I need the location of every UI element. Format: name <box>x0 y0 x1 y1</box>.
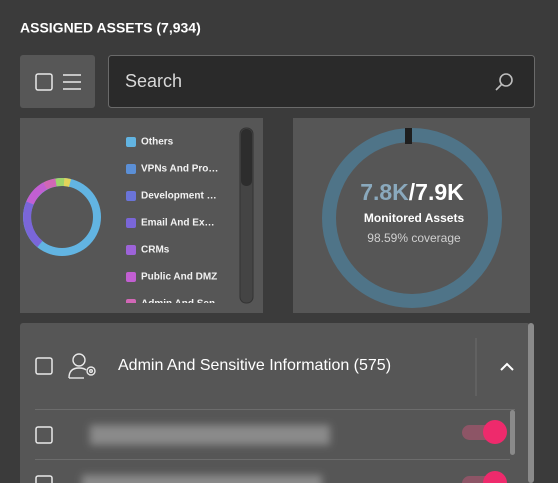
search-icon[interactable] <box>495 73 513 91</box>
legend-swatch <box>126 164 136 174</box>
legend-label: Development … <box>141 191 217 202</box>
legend-swatch <box>126 191 136 201</box>
row-checkbox[interactable] <box>35 426 53 444</box>
legend-label: Email And Ex… <box>141 218 215 229</box>
legend-swatch <box>126 218 136 228</box>
coverage-label: Monitored Assets <box>364 211 465 225</box>
list-scrollbar[interactable] <box>510 410 515 455</box>
legend-label: VPNs And Pro… <box>141 164 218 175</box>
toggle-knob[interactable] <box>483 471 507 483</box>
scrollbar-thumb[interactable] <box>241 129 252 186</box>
coverage-gap <box>405 128 412 144</box>
legend-swatch <box>126 137 136 147</box>
group-icon <box>68 353 96 379</box>
row-checkbox[interactable] <box>35 475 53 483</box>
redacted-text <box>82 475 322 483</box>
card-scrollbar[interactable] <box>528 323 534 483</box>
legend-swatch <box>126 272 136 282</box>
legend-swatch <box>126 299 136 303</box>
coverage-value: 7.8K/7.9K <box>360 179 464 205</box>
panel-title: ASSIGNED ASSETS (7,934) <box>20 20 201 36</box>
legend-label: Others <box>141 137 174 148</box>
legend-label: CRMs <box>141 245 170 256</box>
search-placeholder: Search <box>125 71 182 91</box>
legend-swatch <box>126 245 136 255</box>
search-box[interactable] <box>108 55 535 108</box>
toggle-knob[interactable] <box>483 420 507 444</box>
checkbox[interactable] <box>35 73 53 91</box>
legend-label: Admin And Sen… <box>141 299 225 310</box>
total-count: /7.9K <box>409 179 464 205</box>
legend: Others VPNs And Pro… Development … Email An… <box>126 137 225 310</box>
group-checkbox[interactable] <box>35 357 53 375</box>
select-toggle[interactable] <box>20 55 95 108</box>
list-icon <box>63 74 81 90</box>
coverage-note: 98.59% coverage <box>367 231 461 245</box>
redacted-text <box>90 425 330 445</box>
group-title: Admin And Sensitive Information (575) <box>118 357 391 374</box>
collapse-chevron[interactable] <box>500 362 514 371</box>
legend-label: Public And DMZ <box>141 272 217 283</box>
monitored-count: 7.8K <box>360 179 409 205</box>
distribution-card <box>20 118 263 313</box>
donut <box>23 177 101 256</box>
